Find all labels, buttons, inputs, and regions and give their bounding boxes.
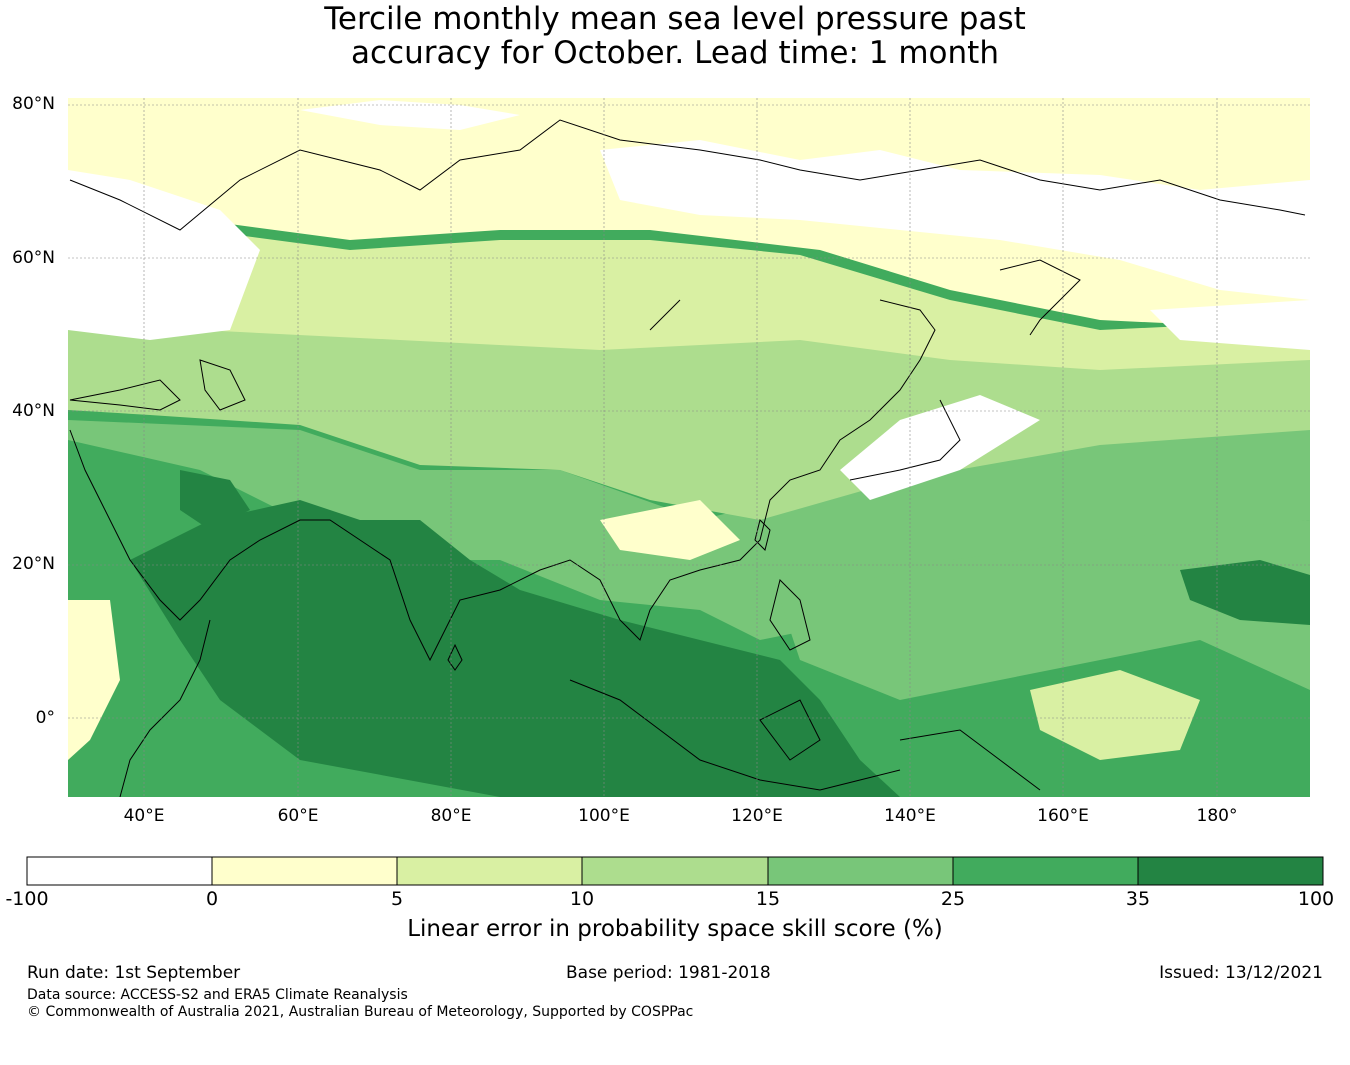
colorbar-tick-15: 15 <box>755 888 781 910</box>
skill-band-negative-arctic <box>300 100 520 130</box>
colorbar-tick-100: 100 <box>1297 888 1335 910</box>
colorbar-segment-5-10 <box>397 857 582 885</box>
lat-label-60n: 60°N <box>12 248 55 268</box>
skill-band-negative-west <box>68 170 260 340</box>
colorbar-title: Linear error in probability space skill … <box>407 916 943 942</box>
coastlines <box>69 119 1306 797</box>
skill-band-5-10 <box>68 200 1310 370</box>
colorbar-segment-25-35 <box>953 857 1138 885</box>
chart-title-line-2: accuracy for October. Lead time: 1 month <box>351 35 999 71</box>
lon-label-160e: 160°E <box>1037 806 1089 826</box>
colorbar-tick-0: 0 <box>205 888 219 910</box>
skill-band-35-100 <box>130 500 900 797</box>
lat-label-0: 0° <box>35 708 55 728</box>
data-source: Data source: ACCESS-S2 and ERA5 Climate … <box>27 987 408 1003</box>
gridlines <box>68 98 1310 797</box>
lon-label-100e: 100°E <box>578 806 630 826</box>
colorbar <box>26 856 1324 886</box>
colorbar-segment-35-100 <box>1138 857 1323 885</box>
skill-band-35-100-arabia <box>180 470 250 530</box>
skill-band-35-100-pacific <box>1180 560 1310 625</box>
lat-label-20n: 20°N <box>12 554 55 574</box>
issued-date: Issued: 13/12/2021 <box>1159 963 1323 983</box>
lon-label-120e: 120°E <box>731 806 783 826</box>
lon-label-40e: 40°E <box>123 806 165 826</box>
lon-label-80e: 80°E <box>430 806 472 826</box>
copyright: © Commonwealth of Australia 2021, Austra… <box>27 1004 694 1020</box>
lat-label-40n: 40°N <box>12 401 55 421</box>
colorbar-tick-10: 10 <box>569 888 595 910</box>
chart-title-line-1: Tercile monthly mean sea level pressure … <box>324 1 1026 37</box>
map-field <box>68 98 1310 797</box>
skill-band-0-5 <box>68 98 1310 330</box>
lon-label-60e: 60°E <box>277 806 319 826</box>
colorbar-segment-15-25 <box>768 857 953 885</box>
colorbar-tick-35: 35 <box>1125 888 1151 910</box>
skill-patch-5-10-pacific <box>1030 670 1200 760</box>
colorbar-tick-neg100: -100 <box>5 888 49 910</box>
lon-label-140e: 140°E <box>884 806 936 826</box>
base-period: Base period: 1981-2018 <box>566 963 771 983</box>
skill-band-negative-north <box>600 140 1310 300</box>
colorbar-tick-5: 5 <box>390 888 404 910</box>
colorbar-segment-0-5 <box>212 857 397 885</box>
colorbar-tick-25: 25 <box>940 888 966 910</box>
run-date: Run date: 1st September <box>27 963 241 983</box>
skill-patch-0-5-china <box>600 500 740 560</box>
skill-patch-0-5-africa <box>68 600 120 760</box>
lon-label-180: 180° <box>1196 806 1238 826</box>
skill-band-negative-pacific <box>840 395 1040 500</box>
lat-label-80n: 80°N <box>12 94 55 114</box>
colorbar-segment-10-15 <box>582 857 768 885</box>
colorbar-segment-neg100-0 <box>27 857 212 885</box>
skill-band-negative-east <box>1150 300 1310 350</box>
